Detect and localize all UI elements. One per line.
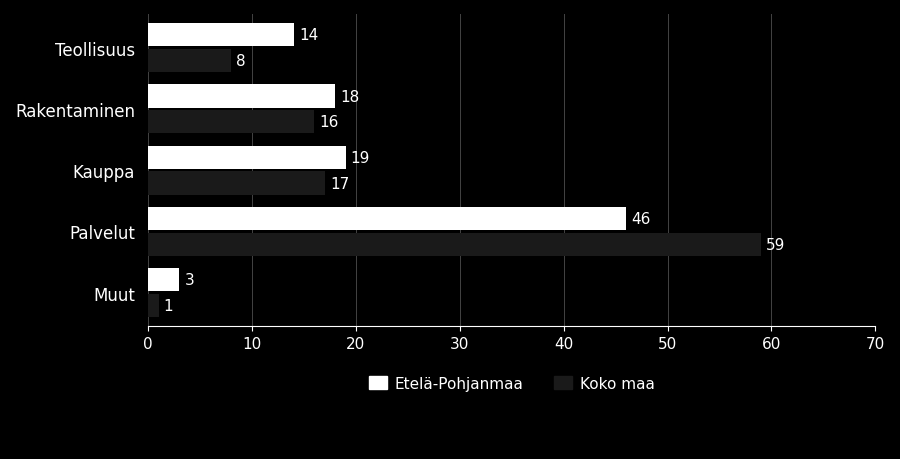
Bar [148,269,179,292]
Text: 59: 59 [766,237,786,252]
Bar [148,24,293,47]
Bar [148,233,761,256]
Bar [148,111,314,134]
Bar [148,146,346,169]
Text: 3: 3 [184,273,194,288]
Text: 16: 16 [320,115,339,130]
Text: 18: 18 [340,90,360,104]
Bar [148,294,158,318]
Text: 46: 46 [631,212,651,227]
Text: 14: 14 [299,28,318,43]
Legend: Etelä-Pohjanmaa, Koko maa: Etelä-Pohjanmaa, Koko maa [363,369,661,397]
Text: 17: 17 [330,176,349,191]
Bar [148,207,626,231]
Text: 8: 8 [237,54,246,69]
Text: 19: 19 [351,151,370,165]
Bar [148,172,325,195]
Text: 1: 1 [164,298,174,313]
Bar [148,50,231,73]
Bar [148,85,335,108]
